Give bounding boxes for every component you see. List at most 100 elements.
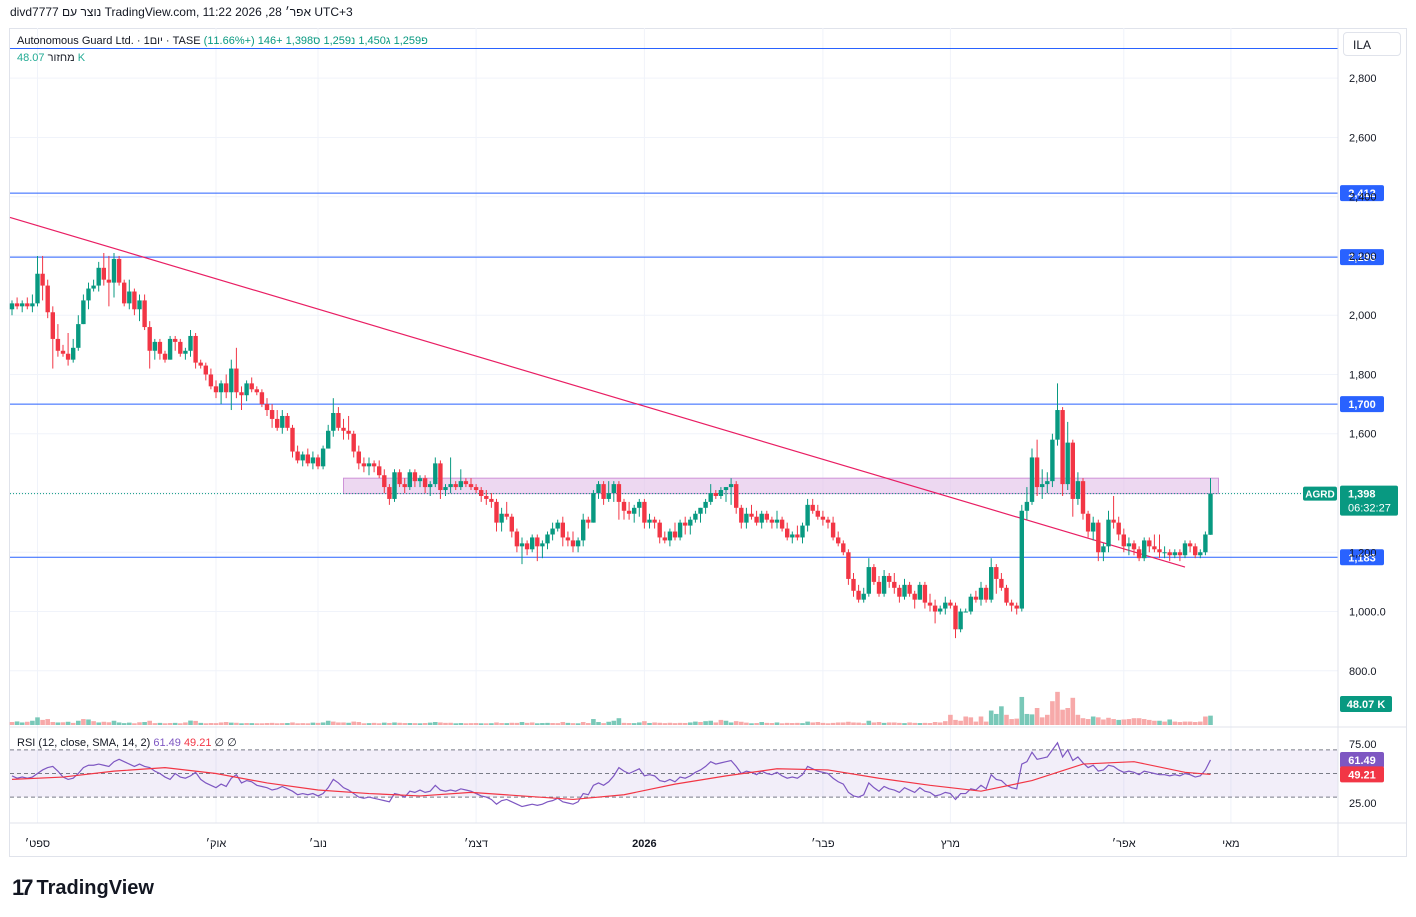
candle-body [295,451,300,461]
volume-bar [943,721,948,725]
symbol-name: Autonomous Guard Ltd. · 1יום · TASE [17,35,201,47]
time-tick-label: מרץ [941,838,960,850]
volume-bar [412,723,418,725]
candle-body [198,362,203,366]
candle-body [25,303,30,307]
volume-bar [55,722,61,725]
candle-body [152,341,157,351]
candle-body [448,484,453,488]
candle-body [611,484,616,493]
volume-bar [688,722,693,725]
volume-bar [866,720,872,725]
candle-body [285,415,290,428]
candle-body [723,487,729,491]
volume-bar [662,723,668,725]
candle-body [224,383,229,393]
candle-body [1152,546,1157,550]
volume-bar [963,716,968,725]
candle-body [331,412,336,431]
candle-body [524,543,530,550]
volume-bar [366,723,372,725]
countdown-tag: 06:32:27 [1348,503,1391,515]
volume-bar [871,722,877,725]
candle-body [606,493,611,499]
volume-bar [65,721,71,725]
candle-body [473,487,479,491]
candle-body [494,501,499,523]
volume-bar [121,723,127,725]
candle-body [774,519,780,523]
candle-body [422,478,428,488]
candle-body [790,534,795,538]
rsi-panel [10,741,1338,808]
volume-bar [392,722,397,725]
volume-bar [1014,718,1019,725]
candle-body [530,537,535,550]
candle-body [315,457,321,467]
price-tick-label: 1,800 [1349,369,1377,381]
candle-body [1193,546,1198,556]
volume-bar [137,722,142,725]
candle-body [116,258,122,283]
volume-bar [438,722,443,725]
candle-body [779,519,785,529]
volume-bar [172,722,178,725]
volume-bar [433,722,438,725]
volume-bar [402,723,407,725]
volume-bar [371,722,377,725]
candle-body [254,389,259,393]
volume-bar [835,722,841,725]
volume-bar [846,721,851,725]
volume-bar [912,722,917,725]
candle-body [336,412,341,428]
price-tick-label: 1,000.0 [1349,607,1386,619]
candle-body [800,525,805,538]
candle-body [320,448,326,467]
candle-body [55,338,61,351]
volume-bars [9,691,1213,725]
rsi-ma-tag: 49.21 [1348,769,1376,781]
candle-body [1106,519,1111,547]
volume-bar [116,722,122,725]
candle-body [188,335,193,351]
candle-body [851,578,856,591]
volume-bar [1004,714,1009,725]
volume-bar [790,723,795,725]
volume-bar [861,723,866,725]
candle-body [1162,552,1167,554]
volume-bar [387,722,392,725]
candles [9,252,1213,639]
volume-bar [601,723,606,725]
volume-bar [244,723,249,725]
candle-body [392,472,397,499]
candle-body [764,513,769,520]
candle-body [795,534,800,538]
candle-body [810,504,815,511]
candle-body [1147,540,1152,547]
watermark-header: divd7777 נוצר עם TradingView.com, 11:22 … [10,5,353,19]
candle-body [351,433,356,452]
candle-body [244,383,249,396]
volume-bar [239,723,244,725]
candle-body [1065,442,1070,485]
volume-bar [978,716,984,725]
volume-bar [1039,717,1045,725]
candle-body [428,484,433,488]
volume-bar [407,723,413,725]
volume-bar [693,721,698,725]
candle-body [443,487,448,491]
volume-bar [621,722,627,725]
volume-bar [417,723,423,725]
volume-bar [718,719,724,725]
candle-body [683,522,688,526]
currency-button[interactable]: ILA [1343,32,1401,56]
volume-bar [468,723,474,725]
candle-body [632,507,637,514]
candle-body [616,484,622,502]
volume-bar [427,722,433,725]
candle-body [830,522,836,538]
time-tick-label: מאי [1222,838,1239,850]
volume-bar [652,722,657,725]
candle-body [208,374,214,387]
